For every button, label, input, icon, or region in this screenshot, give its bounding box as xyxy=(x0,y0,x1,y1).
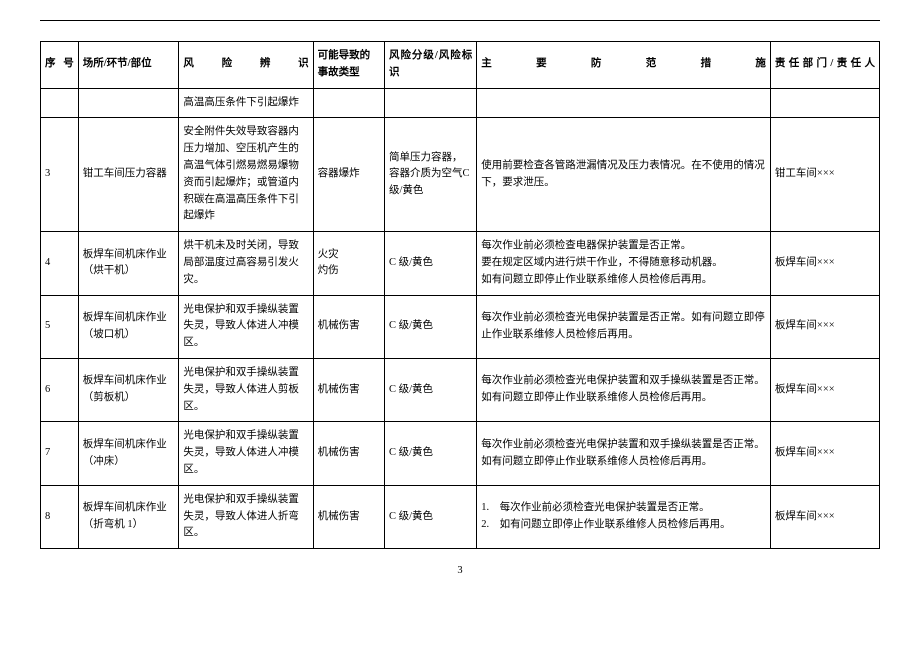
cell-level: C 级/黄色 xyxy=(384,295,476,358)
cell-dept: 板焊车间××× xyxy=(770,295,879,358)
cell-measure: 每次作业前必须检查光电保护装置和双手操纵装置是否正常。 如有问题立即停止作业联系… xyxy=(477,422,771,485)
cell-accident: 容器爆炸 xyxy=(313,118,384,232)
cell-place: 板焊车间机床作业（坡口机） xyxy=(78,295,179,358)
cell-place: 板焊车间机床作业（折弯机 1） xyxy=(78,485,179,548)
table-row: 4板焊车间机床作业（烘干机）烘干机未及时关闭，导致局部温度过高容易引发火灾。火灾… xyxy=(41,232,880,295)
cell-measure xyxy=(477,88,771,118)
top-rule xyxy=(40,20,880,21)
table-row: 5板焊车间机床作业（坡口机）光电保护和双手操纵装置失灵，导致人体进人冲模区。机械… xyxy=(41,295,880,358)
cell-risk: 高温高压条件下引起爆炸 xyxy=(179,88,313,118)
cell-dept: 钳工车间××× xyxy=(770,118,879,232)
table-row: 6板焊车间机床作业（剪板机）光电保护和双手操纵装置失灵，导致人体进人剪板区。机械… xyxy=(41,358,880,421)
header-measure: 主要防范措施 xyxy=(477,42,771,89)
cell-level: C 级/黄色 xyxy=(384,422,476,485)
cell-dept: 板焊车间××× xyxy=(770,422,879,485)
cell-accident: 机械伤害 xyxy=(313,358,384,421)
cell-measure: 使用前要检查各管路泄漏情况及压力表情况。在不使用的情况下，要求泄压。 xyxy=(477,118,771,232)
cell-accident: 火灾 灼伤 xyxy=(313,232,384,295)
cell-seq: 8 xyxy=(41,485,79,548)
cell-risk: 烘干机未及时关闭，导致局部温度过高容易引发火灾。 xyxy=(179,232,313,295)
header-dept: 责任部门/责任人 xyxy=(770,42,879,89)
cell-risk: 安全附件失效导致容器内压力增加、空压机产生的高温气体引燃易燃易爆物资而引起爆炸；… xyxy=(179,118,313,232)
header-level: 风险分级/风险标识 xyxy=(384,42,476,89)
cell-place: 板焊车间机床作业（冲床） xyxy=(78,422,179,485)
cell-risk: 光电保护和双手操纵装置失灵，导致人体进人折弯区。 xyxy=(179,485,313,548)
cell-level: C 级/黄色 xyxy=(384,358,476,421)
page-number: 3 xyxy=(40,565,880,576)
cell-risk: 光电保护和双手操纵装置失灵，导致人体进人冲模区。 xyxy=(179,422,313,485)
cell-seq: 5 xyxy=(41,295,79,358)
table-row: 3钳工车间压力容器安全附件失效导致容器内压力增加、空压机产生的高温气体引燃易燃易… xyxy=(41,118,880,232)
cell-seq: 7 xyxy=(41,422,79,485)
cell-dept: 板焊车间××× xyxy=(770,232,879,295)
cell-place: 板焊车间机床作业（烘干机） xyxy=(78,232,179,295)
cell-seq: 3 xyxy=(41,118,79,232)
table-body: 高温高压条件下引起爆炸3钳工车间压力容器安全附件失效导致容器内压力增加、空压机产… xyxy=(41,88,880,549)
header-risk: 风险辨识 xyxy=(179,42,313,89)
cell-seq: 4 xyxy=(41,232,79,295)
header-accident: 可能导致的事故类型 xyxy=(313,42,384,89)
cell-level: C 级/黄色 xyxy=(384,485,476,548)
header-seq: 序号 xyxy=(41,42,79,89)
table-row: 8板焊车间机床作业（折弯机 1）光电保护和双手操纵装置失灵，导致人体进人折弯区。… xyxy=(41,485,880,548)
risk-table: 序号 场所/环节/部位 风险辨识 可能导致的事故类型 风险分级/风险标识 主要防… xyxy=(40,41,880,549)
table-row: 7板焊车间机床作业（冲床）光电保护和双手操纵装置失灵，导致人体进人冲模区。机械伤… xyxy=(41,422,880,485)
table-row: 高温高压条件下引起爆炸 xyxy=(41,88,880,118)
cell-place: 板焊车间机床作业（剪板机） xyxy=(78,358,179,421)
cell-measure: 每次作业前必须检查电器保护装置是否正常。 要在规定区域内进行烘干作业，不得随意移… xyxy=(477,232,771,295)
cell-level xyxy=(384,88,476,118)
cell-measure: 1. 每次作业前必须检查光电保护装置是否正常。 2. 如有问题立即停止作业联系维… xyxy=(477,485,771,548)
cell-seq: 6 xyxy=(41,358,79,421)
cell-accident xyxy=(313,88,384,118)
cell-risk: 光电保护和双手操纵装置失灵，导致人体进人冲模区。 xyxy=(179,295,313,358)
cell-accident: 机械伤害 xyxy=(313,295,384,358)
cell-place xyxy=(78,88,179,118)
cell-dept: 板焊车间××× xyxy=(770,485,879,548)
header-place: 场所/环节/部位 xyxy=(78,42,179,89)
cell-measure: 每次作业前必须检查光电保护装置是否正常。如有问题立即停止作业联系维修人员检修后再… xyxy=(477,295,771,358)
cell-dept: 板焊车间××× xyxy=(770,358,879,421)
cell-accident: 机械伤害 xyxy=(313,485,384,548)
cell-dept xyxy=(770,88,879,118)
cell-risk: 光电保护和双手操纵装置失灵，导致人体进人剪板区。 xyxy=(179,358,313,421)
cell-place: 钳工车间压力容器 xyxy=(78,118,179,232)
cell-measure: 每次作业前必须检查光电保护装置和双手操纵装置是否正常。 如有问题立即停止作业联系… xyxy=(477,358,771,421)
cell-level: 简单压力容器，容器介质为空气C 级/黄色 xyxy=(384,118,476,232)
cell-level: C 级/黄色 xyxy=(384,232,476,295)
cell-accident: 机械伤害 xyxy=(313,422,384,485)
cell-seq xyxy=(41,88,79,118)
table-header-row: 序号 场所/环节/部位 风险辨识 可能导致的事故类型 风险分级/风险标识 主要防… xyxy=(41,42,880,89)
